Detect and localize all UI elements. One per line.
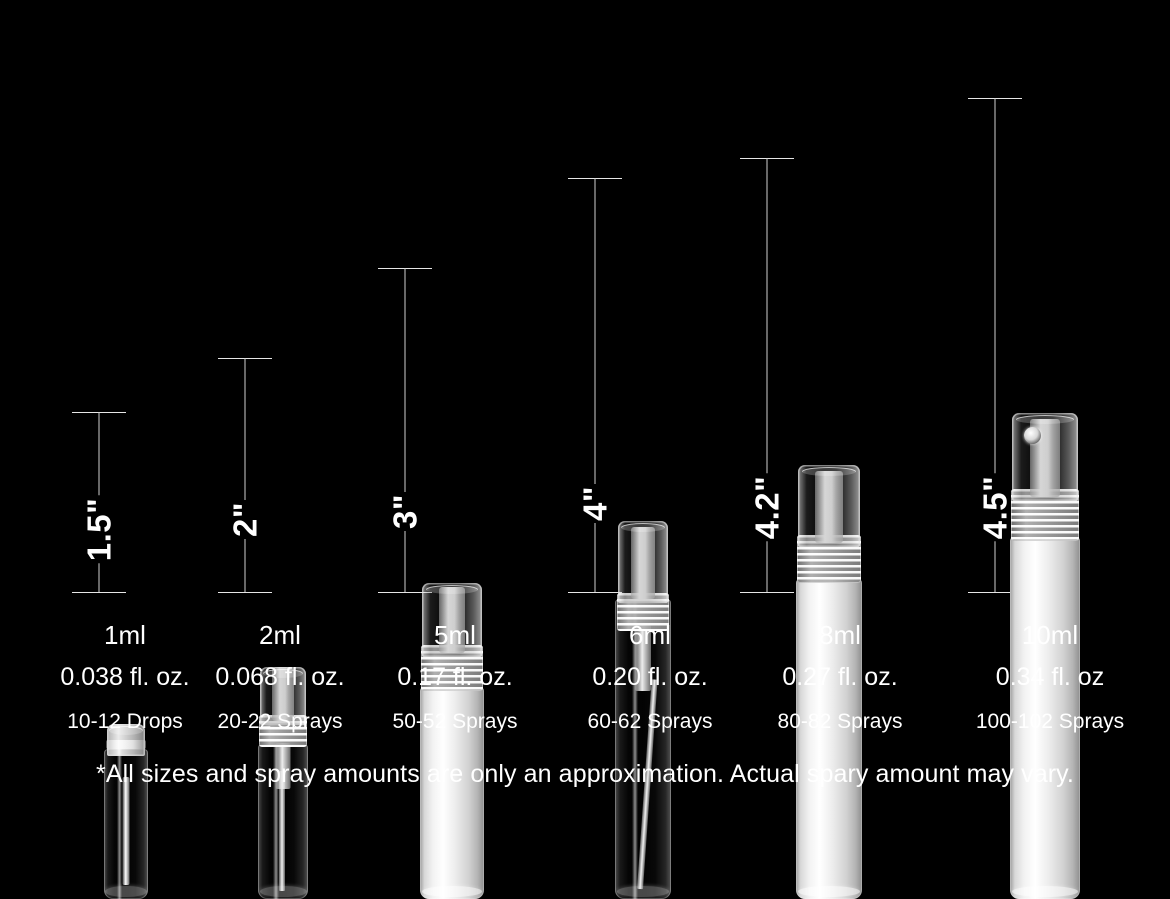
- sprays-label-2ml: 20-22 Sprays: [217, 710, 343, 733]
- dimension-vertical-line: [594, 178, 596, 593]
- pump-stem-2ml: [275, 743, 291, 789]
- bottle-base: [259, 886, 307, 897]
- bottle-1ml: [96, 724, 156, 899]
- dimension-label-5ml: 3": [385, 492, 425, 531]
- bottle-6ml: [603, 487, 683, 899]
- glass-highlight: [273, 744, 279, 899]
- ounces-label-6ml: 0.20 fl. oz.: [592, 663, 708, 691]
- dimension-line-5ml: 3": [378, 268, 432, 593]
- dimension-label-2ml: 2": [225, 500, 265, 539]
- bottle-base: [797, 886, 861, 897]
- dimension-line-6ml: 4": [568, 178, 622, 593]
- bottle-base: [421, 886, 483, 897]
- glass-highlight: [117, 749, 123, 899]
- ounces-label-10ml: 0.34 fl. oz: [995, 663, 1105, 691]
- bottle-body-frosted-5ml: [420, 687, 484, 899]
- ounces-label-5ml: 0.17 fl. oz.: [397, 663, 513, 691]
- cap-dome: [621, 523, 665, 532]
- bottle-body-frosted-10ml: [1010, 537, 1080, 899]
- overcap-5ml: [422, 583, 482, 657]
- ounces-label-8ml: 0.27 fl. oz.: [782, 663, 898, 691]
- dimension-tick-bottom: [378, 592, 432, 593]
- dimension-vertical-line: [994, 98, 996, 593]
- sprays-label-1ml: 10-12 Drops: [67, 710, 183, 733]
- dip-tube-2ml: [279, 771, 285, 891]
- disclaimer-footnote: *All sizes and spray amounts are only an…: [96, 760, 1074, 788]
- bottle-8ml: [779, 465, 879, 899]
- volume-label-2ml: 2ml: [259, 620, 301, 650]
- dimension-line-2ml: 2": [218, 358, 272, 593]
- dimension-line-8ml: 4.2": [740, 158, 794, 593]
- sprays-label-8ml: 80-82 Sprays: [777, 710, 903, 733]
- cap-dome: [1015, 415, 1075, 424]
- dimension-label-1ml: 1.5": [79, 495, 119, 564]
- sprays-label-5ml: 50-52 Sprays: [392, 710, 518, 733]
- sprays-label-6ml: 60-62 Sprays: [587, 710, 713, 733]
- dimension-tick-bottom: [568, 592, 622, 593]
- bottle-5ml: [407, 577, 497, 899]
- volume-label-5ml: 5ml: [434, 620, 476, 650]
- dimension-tick-bottom: [72, 592, 126, 593]
- dimension-vertical-line: [404, 268, 406, 593]
- dimension-line-10ml: 4.5": [968, 98, 1022, 593]
- volume-label-8ml: 8ml: [819, 620, 861, 650]
- glass-highlight: [631, 599, 638, 899]
- bottle-base: [105, 886, 147, 897]
- overcap-8ml: [798, 465, 860, 547]
- dimension-vertical-line: [766, 158, 768, 593]
- cap-dome: [262, 669, 304, 678]
- bottle-10ml: [992, 407, 1098, 899]
- dimension-vertical-line: [244, 358, 246, 593]
- cap-dome: [425, 585, 479, 594]
- dip-tube-1ml: [122, 777, 130, 885]
- cap-dome: [801, 467, 857, 476]
- bottle-base: [616, 886, 670, 897]
- volume-label-6ml: 6ml: [629, 620, 671, 650]
- ounces-label-2ml: 0.068 fl. oz.: [215, 663, 345, 691]
- cap-dome: [109, 726, 143, 735]
- ounces-label-1ml: 0.038 fl. oz.: [60, 663, 190, 691]
- overcap-6ml: [618, 521, 668, 603]
- dimension-tick-bottom: [218, 592, 272, 593]
- sprays-label-10ml: 100-102 Sprays: [975, 710, 1125, 733]
- bottle-base: [1012, 886, 1078, 897]
- dimension-line-1ml: 1.5": [72, 412, 126, 593]
- bottle-2ml: [248, 667, 318, 899]
- dimension-tick-bottom: [968, 592, 1022, 593]
- volume-label-1ml: 1ml: [104, 620, 146, 650]
- dimension-tick-bottom: [740, 592, 794, 593]
- volume-label-10ml: 10ml: [1021, 620, 1079, 650]
- overcap-2ml: [260, 667, 306, 725]
- bottle-body-frosted-8ml: [796, 579, 862, 899]
- vial-cap-1ml: [107, 724, 145, 756]
- spray-nozzle-icon: [1024, 427, 1041, 444]
- pump-stem-6ml: [635, 625, 651, 691]
- overcap-10ml: [1012, 413, 1078, 501]
